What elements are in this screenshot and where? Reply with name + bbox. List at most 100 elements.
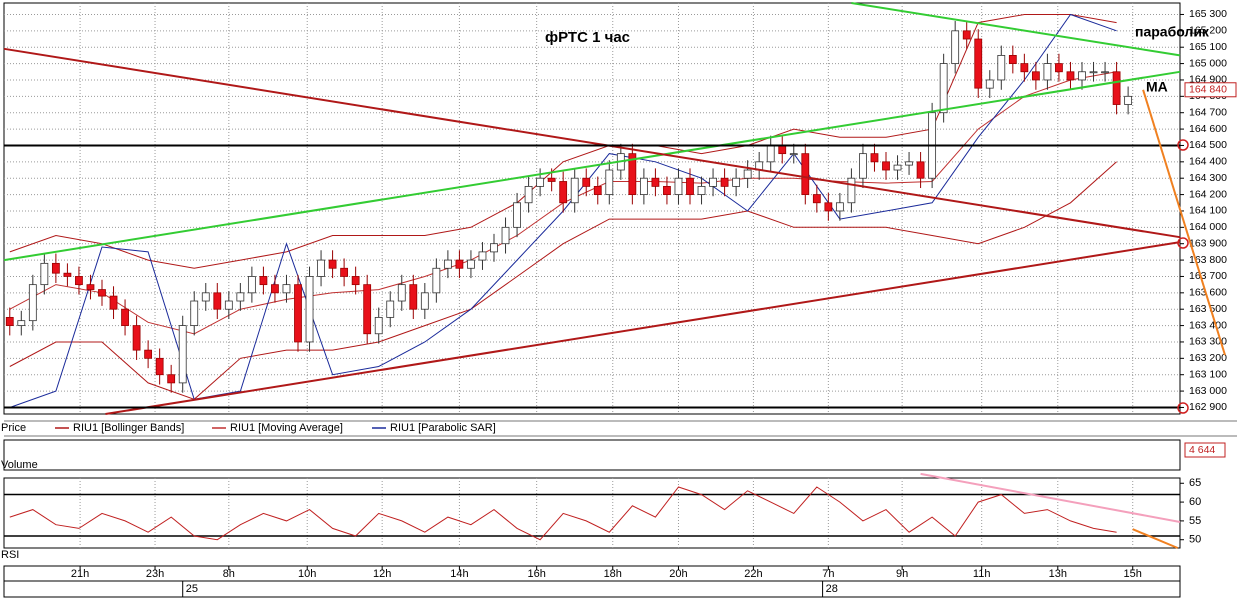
trend-line [3,70,1181,262]
trend-line [1142,89,1226,356]
candle-body [98,289,106,297]
candle-body [1112,71,1121,105]
candle-body [939,63,948,114]
candle-body [778,145,787,155]
candle-body [905,161,913,166]
candle-body [882,161,890,171]
candle-body [201,292,210,302]
candle-body [847,177,856,204]
candle-body [1020,63,1029,73]
candle-body [743,169,752,179]
x-tick-label: 9h [896,568,908,580]
bollinger-upper [9,14,1117,269]
candle-body [674,177,683,195]
x-tick-label: 18h [604,568,622,580]
candle-body [167,374,176,384]
candle-body [1101,71,1109,74]
candle-body [340,267,349,277]
candle-body [132,325,141,351]
trend-line [3,47,1181,239]
x-tick-label: 7h [822,568,834,580]
trend-line [105,241,1181,415]
trend-line [851,2,1181,57]
last-price-box [1184,82,1237,98]
date-tick-label: 25 [186,583,198,595]
x-tick-label: 21h [71,568,89,580]
candle-body [386,300,395,318]
last-price-label: 164 840 [1189,84,1227,96]
y-tick-label: 55 [1189,515,1201,527]
y-tick-label: 164 600 [1189,123,1227,135]
candle-body [524,185,533,204]
candle-body [75,276,83,286]
candle-body [974,38,983,89]
candle-body [628,153,637,195]
candle-body [317,259,325,277]
candle-body [605,169,614,195]
y-tick-label: 164 700 [1189,106,1227,118]
candle-body [501,226,510,245]
x-tick-label: 12h [373,568,391,580]
candle-body [328,259,337,269]
candle-body [732,177,741,187]
y-tick-label: 163 000 [1189,385,1227,397]
plot-layer: 162 900 163 000 163 100 163 200 163 300 163 4… [3,2,1237,597]
legend-label: RIU1 [Bollinger Bands] [73,422,184,434]
candle-body [1043,63,1052,81]
candle-body [709,177,717,187]
candle-body [155,357,164,376]
y-tick-label: 162 900 [1189,401,1227,413]
candle-body [259,276,268,286]
volume-last-box [1184,442,1226,458]
candle-body [697,185,706,195]
candle-body [835,202,844,212]
candle-body [766,145,775,163]
y-tick-label: 163 700 [1189,270,1227,282]
candle-body [63,272,72,277]
candle-body [985,79,994,89]
candle-body [547,177,556,182]
marker [1177,237,1189,249]
candle-body [1008,54,1017,64]
candle-body [686,177,694,195]
volume-last-label: 4 644 [1189,444,1215,456]
legend-label: RIU1 [Parabolic SAR] [390,422,496,434]
rsi-line [9,486,1117,541]
candle-body [1078,71,1086,81]
marker [1177,402,1189,414]
candle-body [443,259,452,269]
panel-label: RSI [1,549,19,561]
legend-label: RIU1 [Moving Average] [230,422,343,434]
candle-body [593,185,602,195]
candle-body [559,181,568,204]
candle-body [1124,95,1133,105]
x-tick-label: 22h [744,568,762,580]
x-tick-label: 14h [450,568,468,580]
candle-body [455,259,464,269]
candle-body [213,292,222,310]
x-tick-label: 16h [527,568,545,580]
candle-body [51,262,60,274]
candle-body [720,177,729,187]
y-tick-label: 164 000 [1189,221,1227,233]
x-tick-label: 20h [669,568,687,580]
trend-line [1132,528,1179,549]
y-tick-label: 163 300 [1189,336,1227,348]
y-tick-label: 163 900 [1189,237,1227,249]
annotation: параболик [1135,24,1210,40]
annotation: МА [1146,79,1168,95]
candle-body [178,325,187,384]
candle-body [1089,71,1098,74]
candle-body [570,177,579,204]
candle-body [374,316,383,335]
candle-body [870,153,879,163]
candle-body [1031,71,1040,81]
y-tick-label: 163 600 [1189,287,1227,299]
candle-body [651,177,660,187]
candle-body [247,276,256,294]
x-tick-label: 10h [298,568,316,580]
candle-body [121,308,129,326]
candle-body [17,320,26,326]
candle-body [305,276,314,343]
candle-body [109,295,118,310]
